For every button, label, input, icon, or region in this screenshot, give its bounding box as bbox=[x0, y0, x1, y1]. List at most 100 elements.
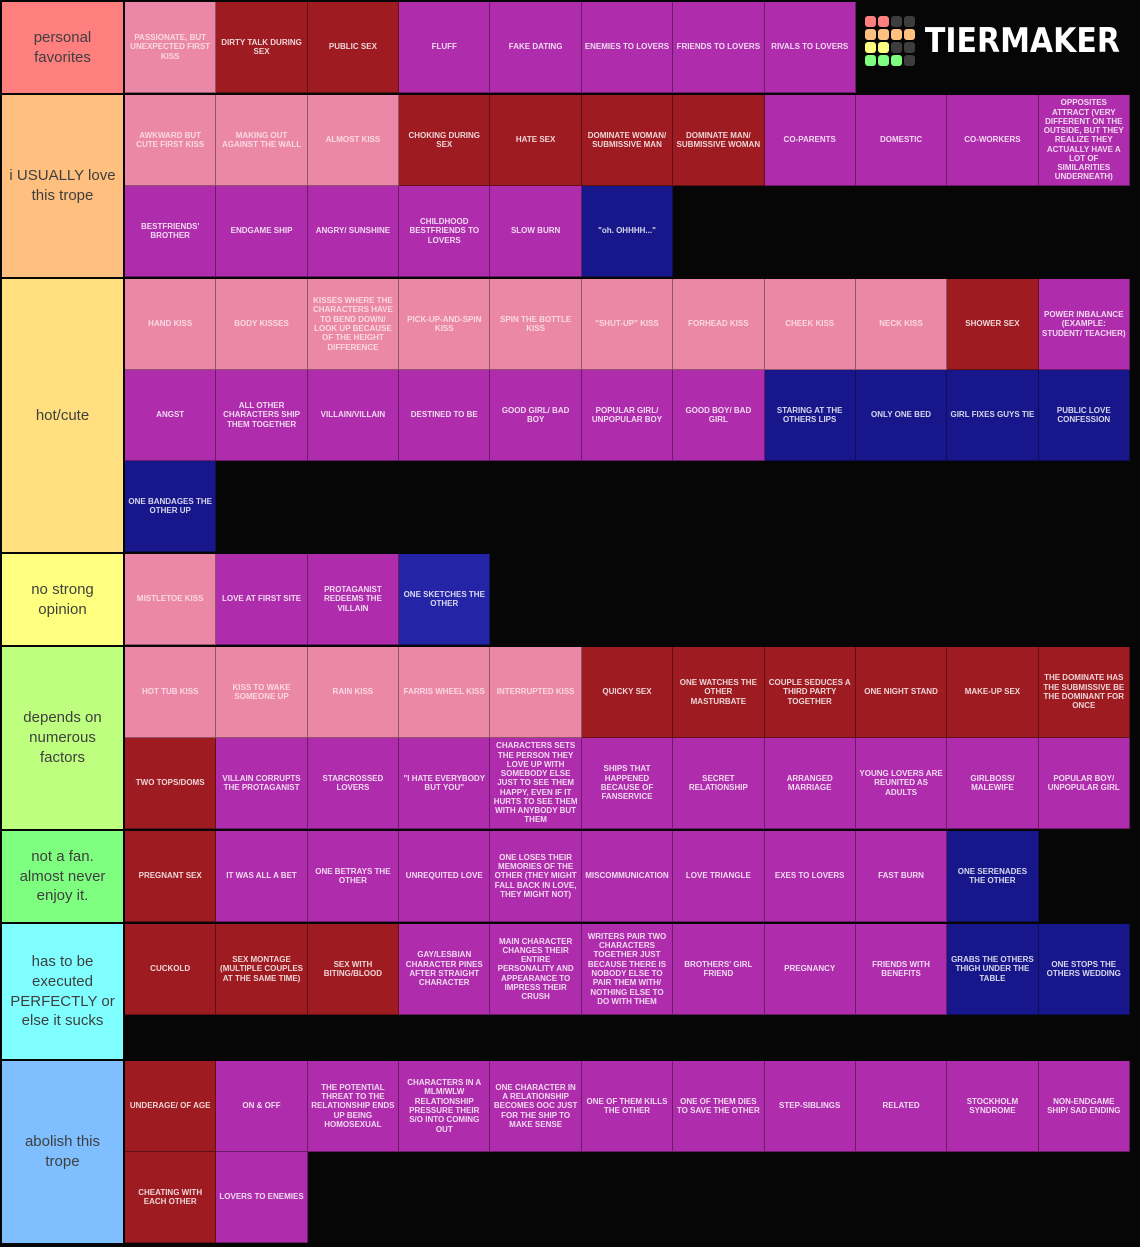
tier-item[interactable]: FRIENDS TO LOVERS bbox=[673, 2, 765, 93]
tier-item[interactable]: CHEEK KISS bbox=[764, 279, 856, 370]
tier-item[interactable]: HATE SEX bbox=[490, 95, 582, 186]
tier-item[interactable]: BROTHERS' GIRL FRIEND bbox=[673, 924, 765, 1015]
tier-item[interactable]: ANGST bbox=[125, 370, 217, 461]
tier-item[interactable]: POPULAR BOY/ UNPOPULAR GIRL bbox=[1038, 738, 1130, 829]
tier-item[interactable]: YOUNG LOVERS ARE REUNITED AS ADULTS bbox=[855, 738, 948, 829]
tier-item[interactable]: COUPLE SEDUCES A THIRD PARTY TOGETHER bbox=[764, 647, 856, 738]
tier-item[interactable]: CHARACTERS IN A MLM/WLW RELATIONSHIP PRE… bbox=[399, 1061, 491, 1152]
tier-item[interactable]: ONE BETRAYS THE OTHER bbox=[307, 831, 400, 922]
tier-item[interactable]: MAIN CHARACTER CHANGES THEIR ENTIRE PERS… bbox=[490, 924, 582, 1015]
tier-item[interactable]: FAKE DATING bbox=[490, 2, 582, 93]
tier-item[interactable]: NON-ENDGAME SHIP/ SAD ENDING bbox=[1038, 1061, 1130, 1152]
tier-item[interactable]: CHOKING DURING SEX bbox=[399, 95, 491, 186]
tier-item[interactable]: RELATED bbox=[855, 1061, 948, 1152]
tier-item[interactable]: ON & OFF bbox=[216, 1061, 308, 1152]
tier-item[interactable]: VILLAIN CORRUPTS THE PROTAGANIST bbox=[216, 738, 308, 829]
tier-item[interactable]: HOT TUB KISS bbox=[125, 647, 217, 738]
tier-item[interactable]: WRITERS PAIR TWO CHARACTERS TOGETHER JUS… bbox=[581, 924, 674, 1015]
tier-item[interactable]: AWKWARD BUT CUTE FIRST KISS bbox=[125, 95, 217, 186]
tier-item[interactable]: DESTINED TO BE bbox=[399, 370, 491, 461]
tier-item[interactable]: ONE WATCHES THE OTHER MASTURBATE bbox=[673, 647, 765, 738]
tier-item[interactable]: ONE LOSES THEIR MEMORIES OF THE OTHER (T… bbox=[490, 831, 582, 922]
tier-item[interactable]: FORHEAD KISS bbox=[673, 279, 765, 370]
tier-item[interactable]: FRIENDS WITH BENEFITS bbox=[855, 924, 948, 1015]
tier-item[interactable]: IT WAS ALL A BET bbox=[216, 831, 308, 922]
tier-item[interactable]: GOOD BOY/ BAD GIRL bbox=[673, 370, 765, 461]
tier-item[interactable]: STOCKHOLM SYNDROME bbox=[947, 1061, 1039, 1152]
tier-item[interactable]: SECRET RELATIONSHIP bbox=[673, 738, 765, 829]
tier-item[interactable]: GIRL FIXES GUYS TIE bbox=[947, 370, 1039, 461]
tier-item[interactable]: FAST BURN bbox=[855, 831, 948, 922]
tier-item[interactable]: DIRTY TALK DURING SEX bbox=[216, 2, 308, 93]
tier-item[interactable]: VILLAIN/VILLAIN bbox=[307, 370, 400, 461]
tier-item[interactable]: INTERRUPTED KISS bbox=[490, 647, 582, 738]
tier-item[interactable]: ONE STOPS THE OTHERS WEDDING bbox=[1038, 924, 1130, 1015]
tier-item[interactable]: ARRANGED MARRIAGE bbox=[764, 738, 856, 829]
tier-item[interactable]: OPPOSITES ATTRACT (VERY DIFFERENT ON THE… bbox=[1038, 95, 1130, 186]
tier-item[interactable]: FLUFF bbox=[399, 2, 491, 93]
tier-item[interactable]: BODY KISSES bbox=[216, 279, 308, 370]
tier-item[interactable]: ONE OF THEM DIES TO SAVE THE OTHER bbox=[673, 1061, 765, 1152]
tier-item[interactable]: PREGNANCY bbox=[764, 924, 856, 1015]
tier-item[interactable]: BESTFRIENDS' BROTHER bbox=[125, 186, 217, 277]
tier-item[interactable]: CHARACTERS SETS THE PERSON THEY LOVE UP … bbox=[490, 738, 582, 829]
tier-item[interactable]: SEX WITH BITING/BLOOD bbox=[307, 924, 400, 1015]
tier-item[interactable]: "oh. OHHHH..." bbox=[581, 186, 674, 277]
tier-item[interactable]: MISTLETOE KISS bbox=[125, 554, 217, 645]
tier-item[interactable]: PUBLIC LOVE CONFESSION bbox=[1038, 370, 1130, 461]
tier-item[interactable]: THE DOMINATE HAS THE SUBMISSIVE BE THE D… bbox=[1038, 647, 1130, 738]
tier-item[interactable]: DOMINATE MAN/ SUBMISSIVE WOMAN bbox=[673, 95, 765, 186]
tier-item[interactable]: PICK-UP-AND-SPIN KISS bbox=[399, 279, 491, 370]
tier-item[interactable]: POWER INBALANCE (EXAMPLE: STUDENT/ TEACH… bbox=[1038, 279, 1130, 370]
tier-item[interactable]: UNREQUITED LOVE bbox=[399, 831, 491, 922]
tier-item[interactable]: GIRLBOSS/ MALEWIFE bbox=[947, 738, 1039, 829]
tier-item[interactable]: CO-WORKERS bbox=[947, 95, 1039, 186]
tier-item[interactable]: KISSES WHERE THE CHARACTERS HAVE TO BEND… bbox=[307, 279, 400, 370]
tier-item[interactable]: ALMOST KISS bbox=[307, 95, 400, 186]
tier-item[interactable]: GAY/LESBIAN CHARACTER PINES AFTER STRAIG… bbox=[399, 924, 491, 1015]
tier-item[interactable]: ONE BANDAGES THE OTHER UP bbox=[125, 461, 217, 552]
tier-item[interactable]: LOVE TRIANGLE bbox=[673, 831, 765, 922]
tier-item[interactable]: STEP-SIBLINGS bbox=[764, 1061, 856, 1152]
tier-item[interactable]: ENDGAME SHIP bbox=[216, 186, 308, 277]
tier-item[interactable]: SHIPS THAT HAPPENED BECAUSE OF FANSERVIC… bbox=[581, 738, 674, 829]
tier-item[interactable]: CUCKOLD bbox=[125, 924, 217, 1015]
tier-item[interactable]: TWO TOPS/DOMS bbox=[125, 738, 217, 829]
tier-item[interactable]: SEX MONTAGE (MULTIPLE COUPLES AT THE SAM… bbox=[216, 924, 308, 1015]
tier-item[interactable]: CO-PARENTS bbox=[764, 95, 856, 186]
tier-item[interactable]: PUBLIC SEX bbox=[307, 2, 400, 93]
tier-item[interactable]: FARRIS WHEEL KISS bbox=[399, 647, 491, 738]
tier-item[interactable]: STARING AT THE OTHERS LIPS bbox=[764, 370, 856, 461]
tier-item[interactable]: MISCOMMUNICATION bbox=[581, 831, 674, 922]
tier-item[interactable]: PROTAGANIST REDEEMS THE VILLAIN bbox=[307, 554, 400, 645]
tier-item[interactable]: UNDERAGE/ OF AGE bbox=[125, 1061, 217, 1152]
tier-item[interactable]: SLOW BURN bbox=[490, 186, 582, 277]
tier-item[interactable]: EXES TO LOVERS bbox=[764, 831, 856, 922]
tier-item[interactable]: ONLY ONE BED bbox=[855, 370, 948, 461]
tier-item[interactable]: LOVERS TO ENEMIES bbox=[216, 1152, 308, 1243]
tier-item[interactable]: POPULAR GIRL/ UNPOPULAR BOY bbox=[581, 370, 674, 461]
tier-item[interactable]: HAND KISS bbox=[125, 279, 217, 370]
tier-item[interactable]: MAKE-UP SEX bbox=[947, 647, 1039, 738]
tier-item[interactable]: KISS TO WAKE SOMEONE UP bbox=[216, 647, 308, 738]
tier-item[interactable]: SPIN THE BOTTLE KISS bbox=[490, 279, 582, 370]
tier-item[interactable]: RIVALS TO LOVERS bbox=[764, 2, 856, 93]
tier-item[interactable]: NECK KISS bbox=[855, 279, 948, 370]
tier-item[interactable]: RAIN KISS bbox=[307, 647, 400, 738]
tier-item[interactable]: CHILDHOOD BESTFRIENDS TO LOVERS bbox=[399, 186, 491, 277]
tier-item[interactable]: CHEATING WITH EACH OTHER bbox=[125, 1152, 217, 1243]
tier-item[interactable]: PREGNANT SEX bbox=[125, 831, 217, 922]
tier-item[interactable]: PASSIONATE, BUT UNEXPECTED FIRST KISS bbox=[125, 2, 217, 93]
tier-item[interactable]: ENEMIES TO LOVERS bbox=[581, 2, 674, 93]
tier-item[interactable]: ALL OTHER CHARACTERS SHIP THEM TOGETHER bbox=[216, 370, 308, 461]
tier-item[interactable]: MAKING OUT AGAINST THE WALL bbox=[216, 95, 308, 186]
tier-item[interactable]: QUICKY SEX bbox=[581, 647, 674, 738]
tier-item[interactable]: "SHUT-UP" KISS bbox=[581, 279, 674, 370]
tier-item[interactable]: STARCROSSED LOVERS bbox=[307, 738, 400, 829]
tier-item[interactable]: ONE CHARACTER IN A RELATIONSHIP BECOMES … bbox=[490, 1061, 582, 1152]
tier-item[interactable]: ONE SERENADES THE OTHER bbox=[947, 831, 1039, 922]
tier-item[interactable]: GRABS THE OTHERS THIGH UNDER THE TABLE bbox=[947, 924, 1039, 1015]
tier-item[interactable]: DOMESTIC bbox=[855, 95, 948, 186]
tier-item[interactable]: GOOD GIRL/ BAD BOY bbox=[490, 370, 582, 461]
tier-item[interactable]: ONE NIGHT STAND bbox=[855, 647, 948, 738]
